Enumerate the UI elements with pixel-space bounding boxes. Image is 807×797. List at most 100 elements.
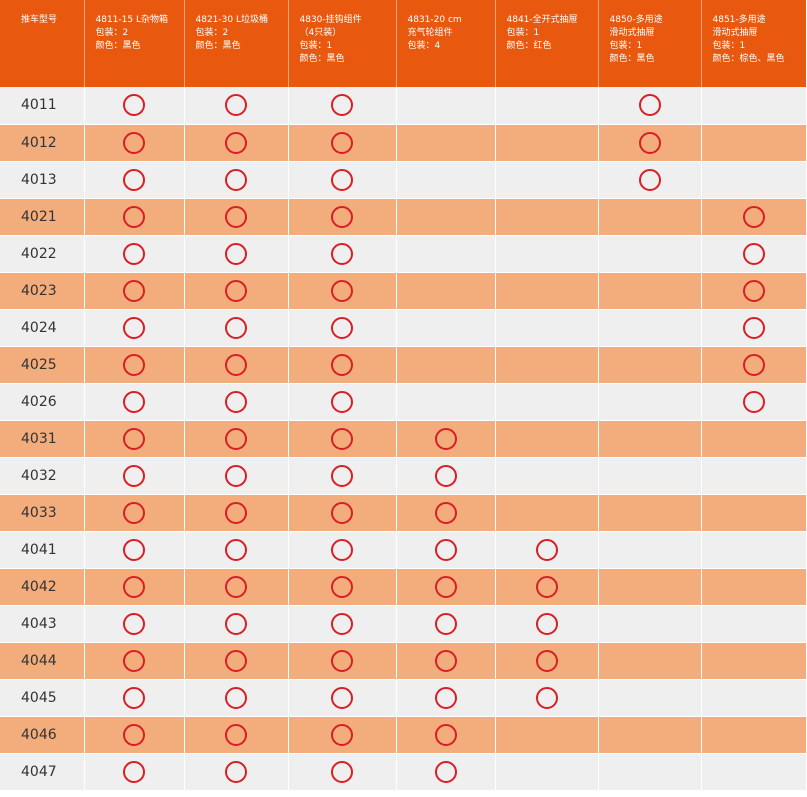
- circle-mark-icon: [434, 612, 457, 635]
- compat-cell: [184, 309, 289, 347]
- compat-cell: [288, 494, 397, 532]
- compat-cell: [701, 716, 806, 754]
- compat-cell: [598, 87, 702, 125]
- circle-mark-icon: [331, 501, 353, 524]
- compat-cell: [598, 605, 702, 643]
- circle-mark-icon: [742, 279, 765, 302]
- compat-cell: [396, 605, 496, 643]
- circle-mark-icon: [225, 575, 247, 598]
- model-number: 4022: [0, 235, 85, 273]
- compat-cell: [598, 161, 702, 199]
- circle-mark-icon: [331, 538, 353, 561]
- circle-mark-icon: [331, 649, 353, 672]
- compat-cell: [701, 568, 806, 606]
- compat-cell: [495, 420, 599, 458]
- circle-mark-icon: [123, 464, 145, 487]
- model-number: 4024: [0, 309, 85, 347]
- compat-cell: [495, 235, 599, 273]
- compat-cell: [184, 457, 289, 495]
- compat-cell: [84, 568, 185, 606]
- circle-mark-icon: [123, 390, 145, 413]
- circle-mark-icon: [742, 390, 765, 413]
- circle-mark-icon: [123, 760, 145, 783]
- compat-cell: [184, 161, 289, 199]
- compat-cell: [396, 679, 496, 717]
- circle-mark-icon: [331, 279, 353, 302]
- header-accessory-4850: 4850-多用途 滑动式抽屉 包装：1 颜色：黑色: [598, 0, 702, 87]
- table-row: 4013: [0, 161, 806, 199]
- compat-cell: [495, 87, 599, 125]
- circle-mark-icon: [225, 316, 247, 339]
- compat-cell: [598, 309, 702, 347]
- circle-mark-icon: [638, 168, 661, 191]
- compat-cell: [184, 346, 289, 384]
- circle-mark-icon: [535, 612, 558, 635]
- compat-cell: [598, 568, 702, 606]
- compat-cell: [84, 605, 185, 643]
- compat-cell: [396, 531, 496, 569]
- compat-cell: [396, 124, 496, 162]
- compat-cell: [288, 272, 397, 310]
- table-row: 4043: [0, 605, 806, 643]
- circle-mark-icon: [331, 168, 353, 191]
- compat-cell: [701, 346, 806, 384]
- circle-mark-icon: [225, 760, 247, 783]
- circle-mark-icon: [123, 279, 145, 302]
- circle-mark-icon: [742, 353, 765, 376]
- model-number: 4043: [0, 605, 85, 643]
- circle-mark-icon: [225, 390, 247, 413]
- compat-cell: [495, 346, 599, 384]
- table-row: 4011: [0, 87, 806, 125]
- circle-mark-icon: [123, 316, 145, 339]
- compat-cell: [184, 679, 289, 717]
- table-row: 4022: [0, 235, 806, 273]
- model-number: 4023: [0, 272, 85, 310]
- circle-mark-icon: [434, 501, 457, 524]
- compat-cell: [598, 679, 702, 717]
- circle-mark-icon: [225, 205, 247, 228]
- circle-mark-icon: [434, 538, 457, 561]
- compat-cell: [184, 568, 289, 606]
- table-row: 4045: [0, 679, 806, 717]
- compat-cell: [184, 642, 289, 680]
- compat-cell: [84, 346, 185, 384]
- model-number: 4047: [0, 753, 85, 791]
- circle-mark-icon: [331, 723, 353, 746]
- table-row: 4024: [0, 309, 806, 347]
- compat-cell: [495, 679, 599, 717]
- compat-cell: [288, 309, 397, 347]
- model-number: 4046: [0, 716, 85, 754]
- header-accessory-4821: 4821-30 L垃圾桶 包装：2 颜色：黑色: [184, 0, 289, 87]
- compat-cell: [701, 309, 806, 347]
- compat-cell: [495, 198, 599, 236]
- compat-cell: [288, 753, 397, 791]
- model-number: 4031: [0, 420, 85, 458]
- compat-cell: [701, 642, 806, 680]
- compat-cell: [84, 124, 185, 162]
- compat-cell: [396, 235, 496, 273]
- circle-mark-icon: [331, 242, 353, 265]
- header-accessory-4830: 4830-挂钩组件 （4只装） 包装：1 颜色：黑色: [288, 0, 397, 87]
- compat-cell: [288, 605, 397, 643]
- compat-cell: [701, 235, 806, 273]
- compat-cell: [495, 494, 599, 532]
- header-row: 推车型号 4811-15 L杂物箱 包装：2 颜色：黑色 4821-30 L垃圾…: [0, 0, 806, 87]
- compat-cell: [84, 716, 185, 754]
- compat-cell: [701, 679, 806, 717]
- table-row: 4044: [0, 642, 806, 680]
- compat-cell: [84, 272, 185, 310]
- circle-mark-icon: [434, 427, 457, 450]
- compat-cell: [495, 309, 599, 347]
- circle-mark-icon: [331, 686, 353, 709]
- model-number: 4025: [0, 346, 85, 384]
- circle-mark-icon: [225, 538, 247, 561]
- compat-cell: [396, 494, 496, 532]
- compat-cell: [598, 494, 702, 532]
- compat-cell: [84, 198, 185, 236]
- compat-cell: [184, 87, 289, 125]
- compat-cell: [396, 716, 496, 754]
- circle-mark-icon: [123, 205, 145, 228]
- circle-mark-icon: [123, 575, 145, 598]
- table-row: 4047: [0, 753, 806, 791]
